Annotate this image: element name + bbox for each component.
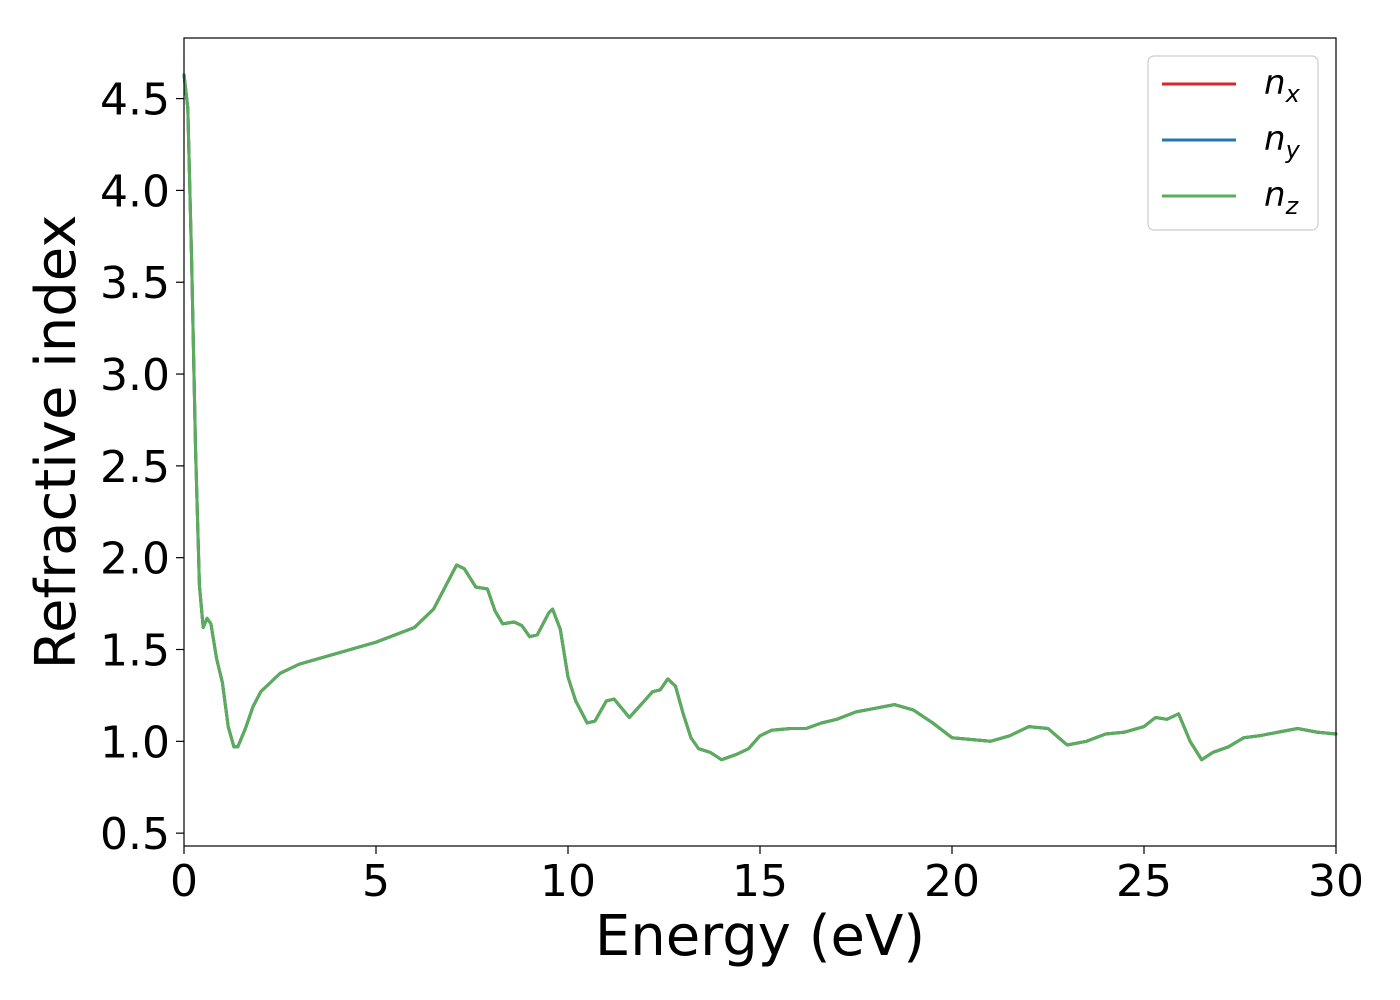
legend-label-subscript: x bbox=[1285, 80, 1301, 108]
x-tick-label: 25 bbox=[1116, 856, 1172, 907]
y-tick-label: 4.5 bbox=[100, 75, 170, 126]
legend-label-nx: nx bbox=[1264, 63, 1301, 108]
y-axis-title: Refractive index bbox=[24, 215, 89, 670]
series-line-nz bbox=[182, 73, 1338, 762]
y-tick-label: 2.5 bbox=[100, 442, 170, 493]
y-axis: 0.5 1.0 1.5 2.0 2.5 3.0 3.5 4.0 4.5 bbox=[100, 75, 184, 860]
legend-label-base: n bbox=[1264, 175, 1286, 215]
legend-label-subscript: y bbox=[1285, 136, 1301, 164]
y-tick-label: 3.5 bbox=[100, 258, 170, 309]
legend-label-subscript: z bbox=[1285, 192, 1300, 220]
x-axis: 0 5 10 15 20 25 30 bbox=[170, 846, 1364, 907]
x-tick-label: 20 bbox=[924, 856, 980, 907]
y-tick-label: 1.5 bbox=[100, 626, 170, 677]
legend-box bbox=[1147, 55, 1319, 231]
y-tick-label: 2.0 bbox=[100, 534, 170, 585]
y-tick-label: 0.5 bbox=[100, 809, 170, 860]
y-tick-label: 1.0 bbox=[100, 717, 170, 768]
legend-label-base: n bbox=[1264, 119, 1286, 159]
x-tick-label: 30 bbox=[1308, 856, 1364, 907]
x-tick-label: 10 bbox=[540, 856, 596, 907]
x-tick-label: 5 bbox=[362, 856, 390, 907]
y-tick-label: 4.0 bbox=[100, 166, 170, 217]
legend-label-nz: nz bbox=[1264, 175, 1300, 220]
x-axis-title: Energy (eV) bbox=[595, 904, 925, 969]
x-tick-label: 15 bbox=[732, 856, 788, 907]
series-layer bbox=[182, 73, 1338, 762]
x-tick-label: 0 bbox=[170, 856, 198, 907]
legend-label-base: n bbox=[1264, 63, 1286, 103]
legend-label-ny: ny bbox=[1264, 119, 1301, 164]
y-tick-label: 3.0 bbox=[100, 350, 170, 401]
